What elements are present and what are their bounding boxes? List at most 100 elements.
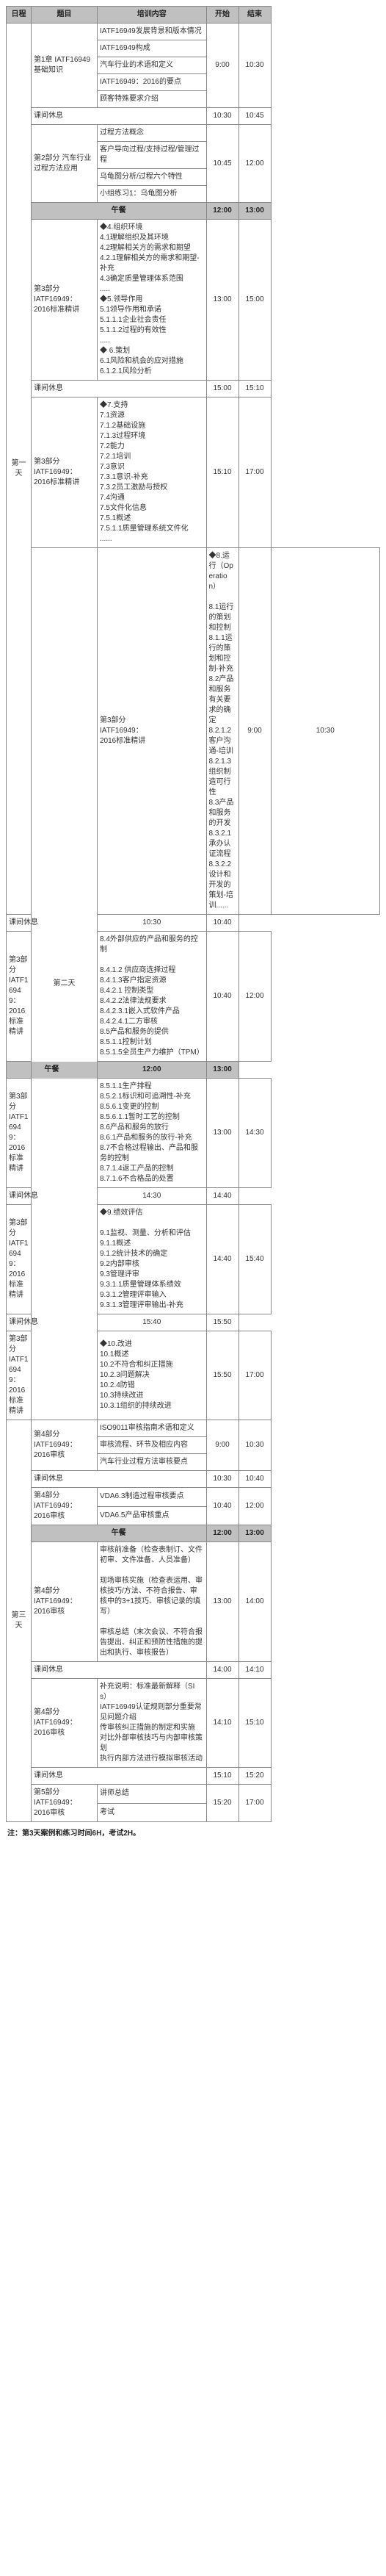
topic-cell: 第3部分 IATF16949： 2016标准精讲 — [32, 220, 98, 381]
topic-cell: 第4部分 IATF16949： 2016审核 — [32, 1420, 98, 1471]
time-start: 9:00 — [238, 548, 271, 915]
time-end: 10:30 — [238, 1420, 271, 1471]
break-label: 课间休息 — [7, 1314, 98, 1331]
content-cell: IATF16949：2016的要点 — [98, 74, 207, 91]
content-cell: 8.5.1.1生产排程 8.5.2.1标识和可追溯性-补充 8.5.6.1变更的… — [98, 1079, 207, 1188]
time-start: 10:30 — [206, 108, 238, 125]
content-cell: 客户导向过程/支持过程/管理过程 — [98, 142, 207, 169]
table-row: 第5部分 IATF16949： 2016审核 讲师总结 15:20 17:00 — [7, 1785, 380, 1804]
time-start: 12:00 — [206, 203, 238, 220]
time-end: 12:00 — [238, 1488, 271, 1525]
time-end: 14:40 — [206, 1188, 238, 1205]
content-cell: 汽车行业的术语和定义 — [98, 57, 207, 74]
day-cell: 第一天 — [7, 24, 32, 915]
content-cell: 顾客特殊要求介绍 — [98, 91, 207, 108]
break-row: 课间休息 10:30 10:40 — [7, 915, 380, 932]
header-start: 开始 — [206, 7, 238, 24]
table-row: 第3部分 IATF16949： 2016标准精讲 ◆4.组织环境 4.1理解组织… — [7, 220, 380, 381]
time-start: 13:00 — [206, 220, 238, 381]
lunch-row: 午餐 12:00 13:00 — [7, 1062, 380, 1079]
table-row: 第一天 第1章 IATF16949基础知识 IATF16949发展背景和版本情况… — [7, 24, 380, 40]
time-start: 15:10 — [206, 397, 238, 548]
table-row: 第2部分 汽车行业过程方法应用 过程方法概念 10:45 12:00 — [7, 125, 380, 142]
time-end: 15:20 — [238, 1768, 271, 1785]
lunch-row: 午餐 12:00 13:00 — [7, 203, 380, 220]
break-label: 课间休息 — [32, 1768, 207, 1785]
content-cell: 乌龟图分析/过程六个特性 — [98, 169, 207, 186]
time-start: 10:30 — [206, 1471, 238, 1488]
content-cell: 过程方法概念 — [98, 125, 207, 142]
table-row: 第4部分 IATF16949： 2016审核 补充说明：标准最新解释（SIs） … — [7, 1679, 380, 1768]
time-end: 12:00 — [238, 125, 271, 203]
break-row: 课间休息 14:30 14:40 — [7, 1188, 380, 1205]
topic-cell: 第3部分 IATF16949： 2016标准精讲 — [32, 397, 98, 548]
break-row: 课间休息 14:00 14:10 — [7, 1662, 380, 1679]
content-cell: VDA6.5产品审核重点 — [98, 1506, 207, 1525]
day-cell: 第二天 — [32, 548, 98, 1420]
topic-cell: 第4部分 IATF16949： 2016审核 — [32, 1488, 98, 1525]
break-label: 课间休息 — [32, 1471, 207, 1488]
content-cell: ISO9011审核指南术语和定义 — [98, 1420, 207, 1437]
time-end: 14:00 — [238, 1542, 271, 1662]
topic-cell: 第2部分 汽车行业过程方法应用 — [32, 125, 98, 203]
content-cell: ◆10.改进 10.1概述 10.2不符合和纠正措施 10.2.3问题解决 10… — [98, 1331, 207, 1420]
time-start: 14:00 — [206, 1662, 238, 1679]
content-cell: 8.4外部供应的产品和服务的控制 8.4.1.2 供应商选择过程 8.4.1.3… — [98, 932, 207, 1062]
time-end: 15:10 — [238, 1679, 271, 1768]
topic-cell: 第4部分 IATF16949： 2016审核 — [32, 1542, 98, 1662]
content-cell: VDA6.3制造过程审核要点 — [98, 1488, 207, 1507]
table-row: 第二天 第3部分 IATF16949： 2016标准精讲 ◆8.运行（Opera… — [7, 548, 380, 915]
time-start: 15:40 — [98, 1314, 207, 1331]
content-cell: IATF16949发展背景和版本情况 — [98, 24, 207, 40]
break-label: 课间休息 — [32, 1662, 207, 1679]
topic-cell: 第5部分 IATF16949： 2016审核 — [32, 1785, 98, 1822]
content-cell: IATF16949构成 — [98, 40, 207, 57]
content-cell: 讲师总结 — [98, 1785, 207, 1804]
break-row: 课间休息 15:40 15:50 — [7, 1314, 380, 1331]
content-cell: ◆4.组织环境 4.1理解组织及其环境 4.2理解相关方的需求和期望 4.2.1… — [98, 220, 207, 381]
time-start: 15:00 — [206, 381, 238, 397]
break-row: 课间休息 15:10 15:20 — [7, 1768, 380, 1785]
time-end: 10:40 — [206, 915, 238, 932]
break-row: 课间休息 15:00 15:10 — [7, 381, 380, 397]
time-start: 12:00 — [206, 1525, 238, 1542]
topic-cell: 第1章 IATF16949基础知识 — [32, 24, 98, 108]
lunch-label: 午餐 — [32, 203, 207, 220]
time-start: 15:50 — [206, 1331, 238, 1420]
break-row: 课间休息 10:30 10:45 — [7, 108, 380, 125]
content-cell: 考试 — [98, 1803, 207, 1822]
time-start: 10:40 — [206, 1488, 238, 1525]
table-row: 第4部分 IATF16949： 2016审核 审核前准备（检查表制订、文件初审、… — [7, 1542, 380, 1662]
topic-cell: 第3部分 IATF16949： 2016标准精讲 — [98, 548, 207, 915]
lunch-label: 午餐 — [32, 1525, 207, 1542]
topic-cell: 第3部分 IATF16949： 2016标准精讲 — [7, 1331, 32, 1420]
table-row: 第4部分 IATF16949： 2016审核 VDA6.3制造过程审核要点 10… — [7, 1488, 380, 1507]
table-row: 第3部分 IATF16949： 2016标准精讲 ◆7.支持 7.1资源 7.1… — [7, 397, 380, 548]
time-end: 14:30 — [238, 1079, 271, 1188]
time-end: 17:00 — [238, 1785, 271, 1822]
time-start: 14:40 — [206, 1205, 238, 1314]
time-start: 13:00 — [206, 1079, 238, 1188]
topic-cell: 第3部分 IATF16949： 2016标准精讲 — [7, 932, 32, 1062]
break-label: 课间休息 — [32, 381, 207, 397]
break-row: 课间休息 10:30 10:40 — [7, 1471, 380, 1488]
table-row: 第三天 第4部分 IATF16949： 2016审核 ISO9011审核指南术语… — [7, 1420, 380, 1437]
time-start: 15:10 — [206, 1768, 238, 1785]
header-day: 日程 — [7, 7, 32, 24]
time-start: 12:00 — [98, 1062, 207, 1079]
time-start: 9:00 — [206, 1420, 238, 1471]
time-end: 13:00 — [238, 1525, 271, 1542]
time-start: 14:30 — [98, 1188, 207, 1205]
header-content: 培训内容 — [98, 7, 207, 24]
time-end: 13:00 — [238, 203, 271, 220]
topic-cell: 第4部分 IATF16949： 2016审核 — [32, 1679, 98, 1768]
time-start: 15:20 — [206, 1785, 238, 1822]
time-end: 10:30 — [238, 24, 271, 108]
time-start: 14:10 — [206, 1679, 238, 1768]
time-end: 14:10 — [238, 1662, 271, 1679]
time-end: 17:00 — [238, 397, 271, 548]
footnote: 注：第3天案例和练习时间6H，考试2H。 — [6, 1822, 380, 1842]
time-end: 13:00 — [206, 1062, 238, 1079]
header-end: 结束 — [238, 7, 271, 24]
time-start: 13:00 — [206, 1542, 238, 1662]
